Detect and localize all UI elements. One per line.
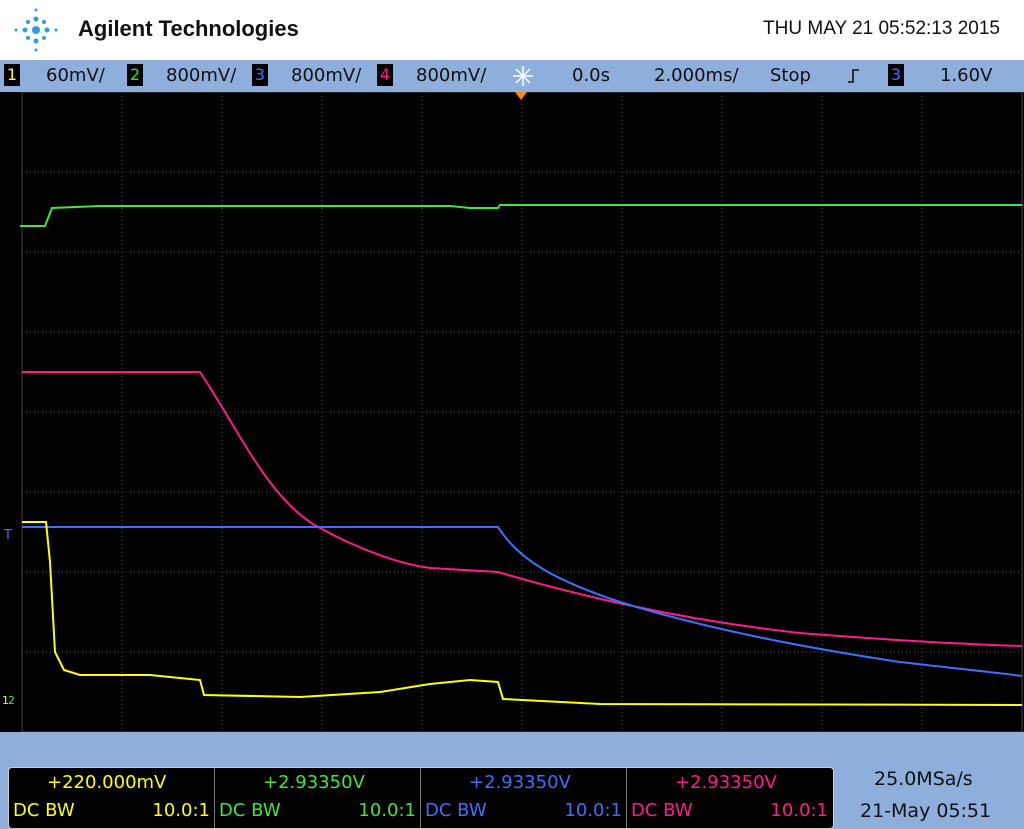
readout: +2.93350V DC BW 10.0:1: [421, 768, 627, 828]
trace-ch1: [22, 521, 1023, 706]
footer: +220.000mV DC BW 10.0:1 +2.93350V DC BW …: [0, 732, 1024, 829]
readout: +2.93350V DC BW 10.0:1: [627, 768, 832, 828]
trigger-marker: T: [4, 528, 12, 543]
channel-scale: 60mV/: [46, 65, 105, 86]
channel-number: 3: [252, 64, 268, 86]
probe: 10.0:1: [358, 800, 416, 821]
datetime: THU MAY 21 05:52:13 2015: [763, 18, 1000, 39]
readout: +220.000mV DC BW 10.0:1: [9, 768, 215, 828]
offset: +2.93350V: [675, 772, 777, 793]
footer-date: 21-May 05:51: [860, 800, 992, 822]
channel-scale: 800mV/: [166, 65, 237, 86]
trigger-level: 1.60V: [940, 65, 993, 86]
channel-scale: 800mV/: [416, 65, 487, 86]
offset: +220.000mV: [47, 772, 167, 793]
channel-scale: 800mV/: [291, 65, 362, 86]
sample-rate: 25.0MSa/s: [874, 768, 973, 790]
channel-readouts: +220.000mV DC BW 10.0:1 +2.93350V DC BW …: [8, 767, 834, 829]
probe: 10.0:1: [152, 800, 210, 821]
trigger-channel: 3: [888, 64, 904, 86]
offset: +2.93350V: [469, 772, 571, 793]
time-scale: 2.000ms/: [654, 65, 739, 86]
logo: [14, 8, 58, 52]
trigger-position: [515, 92, 527, 100]
trigger-icon: [513, 66, 533, 86]
coupling: DC BW: [13, 800, 75, 821]
coupling: DC BW: [425, 800, 487, 821]
probe: 10.0:1: [564, 800, 622, 821]
waveforms: [20, 91, 1023, 733]
grid: [22, 92, 1022, 732]
trace-ch2: [20, 204, 1022, 227]
probe: 10.0:1: [770, 800, 828, 821]
run-status: Stop: [770, 65, 811, 86]
coupling: DC BW: [631, 800, 693, 821]
offset: +2.93350V: [263, 772, 365, 793]
readout: +2.93350V DC BW 10.0:1: [215, 768, 421, 828]
time-delay: 0.0s: [572, 65, 611, 86]
ground-marker: 2: [8, 694, 15, 707]
edge-icon: [848, 69, 859, 83]
brand: Agilent Technologies: [78, 16, 299, 41]
trace-ch4: [22, 371, 1023, 647]
channel-number: 4: [377, 64, 393, 86]
coupling: DC BW: [219, 800, 281, 821]
channel-number: 2: [127, 64, 143, 86]
channel-number: 1: [4, 64, 20, 86]
waveform-display: T 1 2: [0, 91, 1024, 733]
channel-bar: 1 60mV/ 2 800mV/ 3 800mV/ 4 800mV/ 0.0s …: [0, 60, 1024, 92]
header: Agilent Technologies THU MAY 21 05:52:13…: [0, 0, 1024, 60]
ground-marker: 1: [2, 694, 9, 707]
trace-ch3: [22, 526, 1023, 677]
